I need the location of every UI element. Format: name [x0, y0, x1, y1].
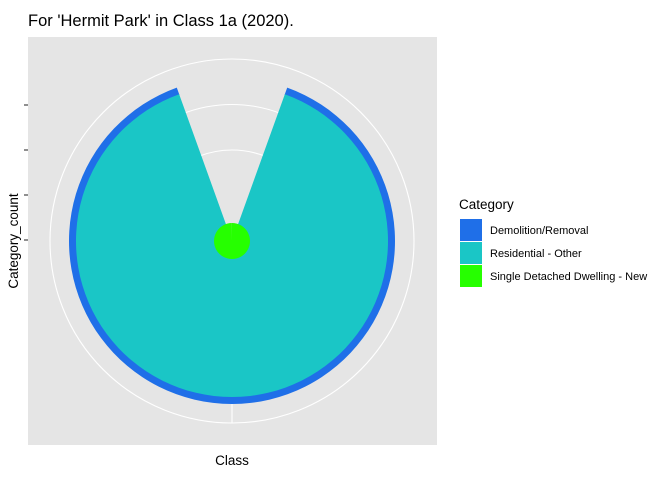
x-axis-label: Class	[215, 453, 249, 468]
legend-key	[460, 219, 482, 241]
polar-bars	[69, 87, 395, 404]
legend: Category Demolition/Removal Residential -…	[459, 197, 647, 287]
bar-single-detached-dwelling-new	[213, 223, 250, 260]
chart-title: For 'Hermit Park' in Class 1a (2020).	[28, 12, 294, 30]
legend-title: Category	[459, 197, 514, 212]
legend-label: Single Detached Dwelling - New	[490, 271, 647, 283]
legend-label: Residential - Other	[490, 248, 582, 260]
legend-key	[460, 265, 482, 287]
legend-label: Demolition/Removal	[490, 225, 588, 237]
y-axis-label: Category_count	[6, 193, 21, 289]
legend-key	[460, 242, 482, 264]
y-axis-ticks	[24, 104, 28, 241]
